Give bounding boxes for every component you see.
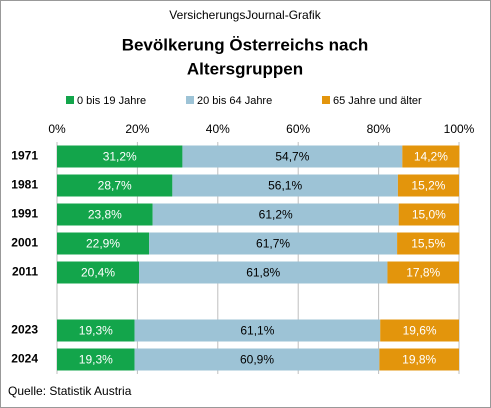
bar-segment xyxy=(379,348,459,371)
data-label: 61,7% xyxy=(256,237,290,251)
bar-segment xyxy=(57,174,173,197)
y-tick-label: 2001 xyxy=(11,236,38,250)
x-tick-label: 60% xyxy=(286,122,310,136)
legend-swatch xyxy=(66,96,74,104)
chart-header: VersicherungsJournal-Grafik xyxy=(169,8,321,22)
y-tick-label: 2024 xyxy=(11,352,38,366)
source: Quelle: Statistik Austria xyxy=(8,384,132,398)
legend-swatch xyxy=(322,96,330,104)
bar-segment xyxy=(57,261,140,284)
data-label: 19,6% xyxy=(403,324,437,338)
bar-segment xyxy=(152,203,399,226)
data-label: 17,8% xyxy=(406,266,440,280)
bar-segment xyxy=(57,145,183,168)
legend-swatch xyxy=(186,96,194,104)
legend-label: 65 Jahre und älter xyxy=(333,95,422,107)
data-label: 60,9% xyxy=(240,353,274,367)
y-tick-label: 2011 xyxy=(12,265,38,279)
chart-title: Altersgruppen xyxy=(187,59,303,78)
bar-segment xyxy=(397,174,459,197)
bar-segment xyxy=(402,145,460,168)
data-label: 14,2% xyxy=(414,150,448,164)
legend-label: 20 bis 64 Jahre xyxy=(197,95,272,107)
bar-segment xyxy=(397,232,460,255)
x-tick-label: 80% xyxy=(367,122,391,136)
data-label: 20,4% xyxy=(81,266,115,280)
bar-segment xyxy=(149,232,398,255)
chart-title: Bevölkerung Österreichs nach xyxy=(122,35,369,54)
data-label: 31,2% xyxy=(103,150,137,164)
data-label: 61,1% xyxy=(240,324,274,338)
bar-segment xyxy=(57,319,135,342)
data-label: 15,2% xyxy=(411,179,445,193)
data-label: 23,8% xyxy=(88,208,122,222)
bar-segment xyxy=(134,348,380,371)
bar-segment xyxy=(139,261,388,284)
bar-segment xyxy=(182,145,403,168)
x-tick-label: 100% xyxy=(444,122,475,136)
data-label: 61,2% xyxy=(259,208,293,222)
bar-segment xyxy=(57,232,150,255)
y-tick-label: 2023 xyxy=(11,323,38,337)
bar-segment xyxy=(380,319,459,342)
data-label: 15,0% xyxy=(412,208,446,222)
data-label: 19,8% xyxy=(402,353,436,367)
legend-label: 0 bis 19 Jahre xyxy=(77,95,146,107)
bar-segment xyxy=(387,261,459,284)
data-label: 61,8% xyxy=(246,266,280,280)
y-tick-label: 1981 xyxy=(11,178,38,192)
bar-segment xyxy=(398,203,459,226)
bar-segment xyxy=(57,348,135,371)
data-label: 15,5% xyxy=(411,237,445,251)
x-tick-label: 0% xyxy=(48,122,66,136)
data-label: 54,7% xyxy=(275,150,309,164)
bar-segment xyxy=(172,174,398,197)
data-label: 56,1% xyxy=(268,179,302,193)
data-label: 22,9% xyxy=(86,237,120,251)
bar-segment xyxy=(134,319,381,342)
data-label: 28,7% xyxy=(98,179,132,193)
data-label: 19,3% xyxy=(79,353,113,367)
y-tick-label: 1991 xyxy=(11,207,38,221)
x-tick-label: 40% xyxy=(206,122,230,136)
y-tick-label: 1971 xyxy=(11,149,38,163)
x-tick-label: 20% xyxy=(125,122,149,136)
bar-segment xyxy=(57,203,153,226)
data-label: 19,3% xyxy=(79,324,113,338)
